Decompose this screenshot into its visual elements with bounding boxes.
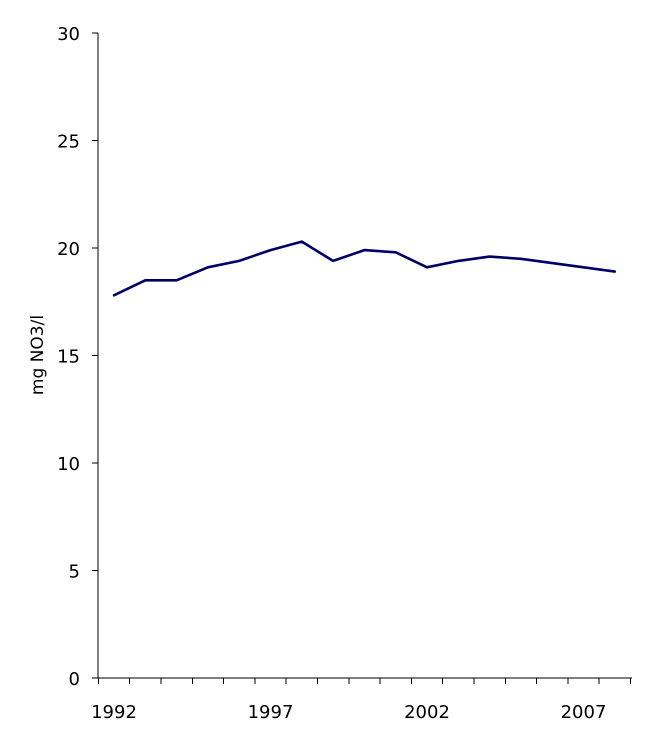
x-tick-label: 1997 [248, 702, 294, 723]
y-tick-label: 15 [57, 347, 80, 368]
series-line [112, 240, 617, 297]
y-tick-label: 20 [57, 239, 80, 260]
plot-area: 0 5 10 15 20 25 30 1992 1997 2002 2007 [57, 24, 632, 723]
y-tick-label: 5 [69, 562, 80, 583]
y-tick-label: 30 [57, 24, 80, 45]
y-axis-title: mg NO3/l [28, 315, 48, 395]
y-tick-label: 25 [57, 132, 80, 153]
y-tick-label: 10 [57, 454, 80, 475]
x-tick-label: 2007 [561, 702, 607, 723]
x-tick-label: 2002 [404, 702, 450, 723]
y-tick-label: 0 [69, 669, 80, 690]
x-tick-label: 1992 [91, 702, 137, 723]
